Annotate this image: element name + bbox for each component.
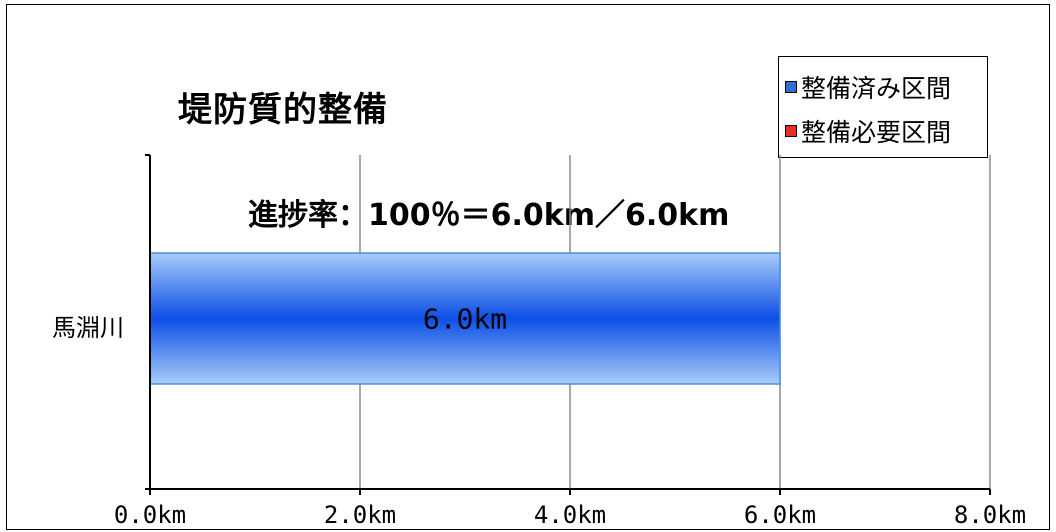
x-tick-label-4: 8.0km	[954, 501, 1026, 529]
category-label: 馬淵川	[52, 314, 124, 342]
progress-note: 進捗率：100％＝6.0km／6.0km	[248, 198, 730, 233]
chart-title: 堤防質的整備	[178, 90, 388, 130]
legend-swatch-completed	[785, 81, 797, 93]
x-tick-label-3: 6.0km	[744, 501, 816, 529]
bar-value-label-0: 6.0km	[423, 303, 507, 336]
bar-completed-0	[149, 252, 781, 385]
bars: 6.0km	[149, 252, 781, 385]
x-tick-label-0: 0.0km	[114, 501, 186, 529]
legend-label-needed: 整備必要区間	[801, 118, 952, 147]
x-tick-label-1: 2.0km	[324, 501, 396, 529]
legend-item-needed: 整備必要区間	[785, 113, 951, 149]
legend: 整備済み区間 整備必要区間	[778, 56, 988, 158]
axes	[145, 154, 991, 495]
x-tick-labels: 0.0km 2.0km 4.0km 6.0km 8.0km	[114, 501, 1026, 529]
legend-swatch-needed	[785, 125, 797, 137]
x-tick-label-2: 4.0km	[534, 501, 606, 529]
legend-label-completed: 整備済み区間	[801, 74, 952, 103]
legend-item-completed: 整備済み区間	[785, 69, 951, 105]
